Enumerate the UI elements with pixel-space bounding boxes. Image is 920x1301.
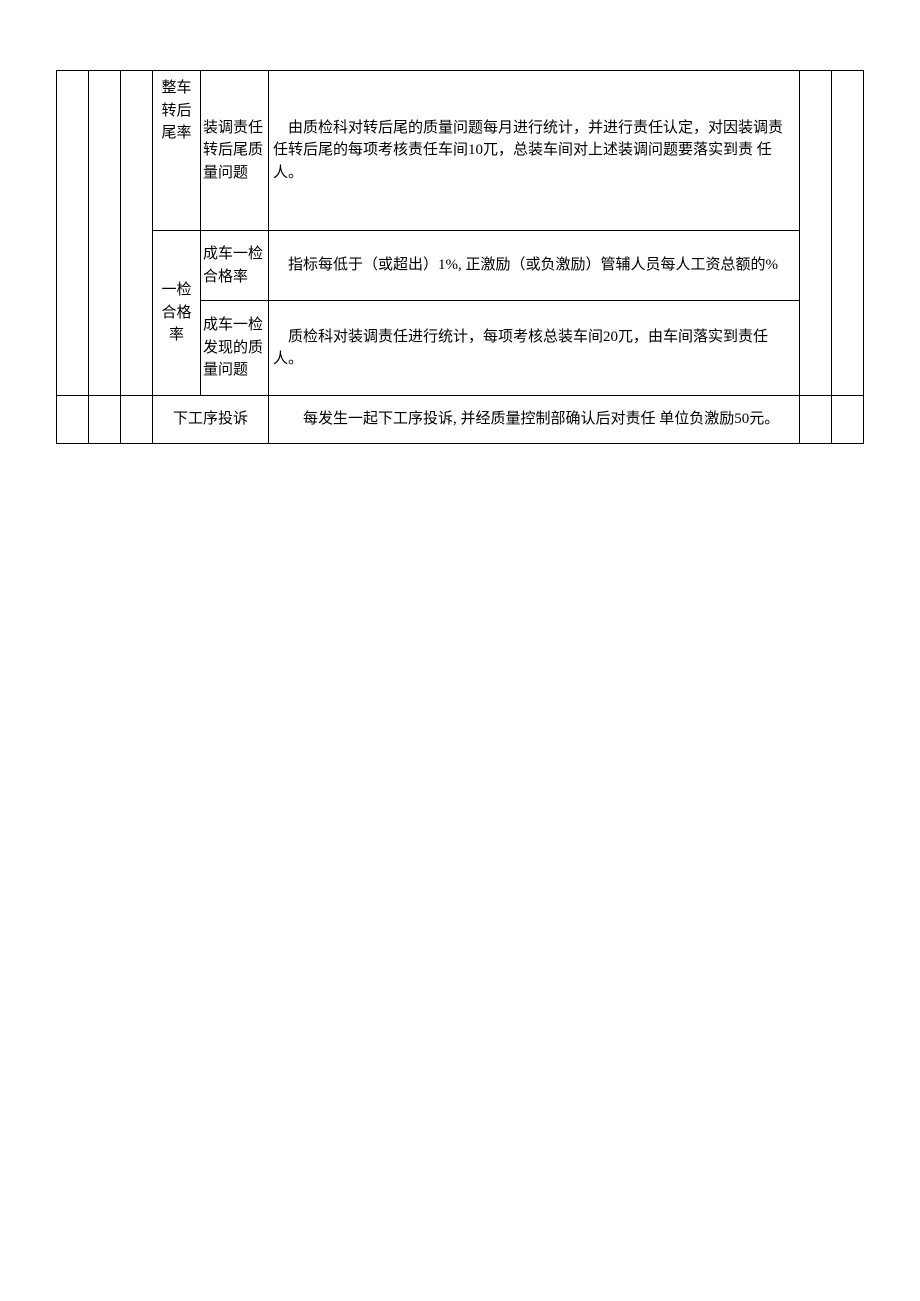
assessment-table: 整车转后尾率 装调责任转后尾质量问题 由质检科对转后尾的质量问题每月进行统计，并… (56, 70, 864, 444)
category-cell: 整车转后尾率 (153, 71, 201, 231)
empty-cell (121, 71, 153, 396)
category-cell: 一检合格率 (153, 231, 201, 396)
empty-cell (832, 71, 864, 396)
detail-cell: 每发生一起下工序投诉, 并经质量控制部确认后对责任 单位负激励50元。 (269, 396, 800, 444)
empty-cell (89, 396, 121, 444)
empty-cell (121, 396, 153, 444)
category-cell: 下工序投诉 (153, 396, 269, 444)
detail-cell: 由质检科对转后尾的质量问题每月进行统计，并进行责任认定，对因装调责任转后尾的每项… (269, 71, 800, 231)
empty-cell (832, 396, 864, 444)
table-row: 一检合格率 成车一检合格率 指标每低于（或超出）1%, 正激励（或负激励）管辅人… (57, 231, 864, 301)
empty-cell (800, 396, 832, 444)
empty-cell (57, 71, 89, 396)
detail-cell: 质检科对装调责任进行统计，每项考核总装车间20兀，由车间落实到责任人。 (269, 301, 800, 396)
subcategory-cell: 成车一检发现的质量问题 (201, 301, 269, 396)
empty-cell (57, 396, 89, 444)
table-row: 下工序投诉 每发生一起下工序投诉, 并经质量控制部确认后对责任 单位负激励50元… (57, 396, 864, 444)
table-row: 整车转后尾率 装调责任转后尾质量问题 由质检科对转后尾的质量问题每月进行统计，并… (57, 71, 864, 231)
subcategory-cell: 成车一检合格率 (201, 231, 269, 301)
detail-cell: 指标每低于（或超出）1%, 正激励（或负激励）管辅人员每人工资总额的% (269, 231, 800, 301)
empty-cell (89, 71, 121, 396)
subcategory-cell: 装调责任转后尾质量问题 (201, 71, 269, 231)
empty-cell (800, 71, 832, 396)
